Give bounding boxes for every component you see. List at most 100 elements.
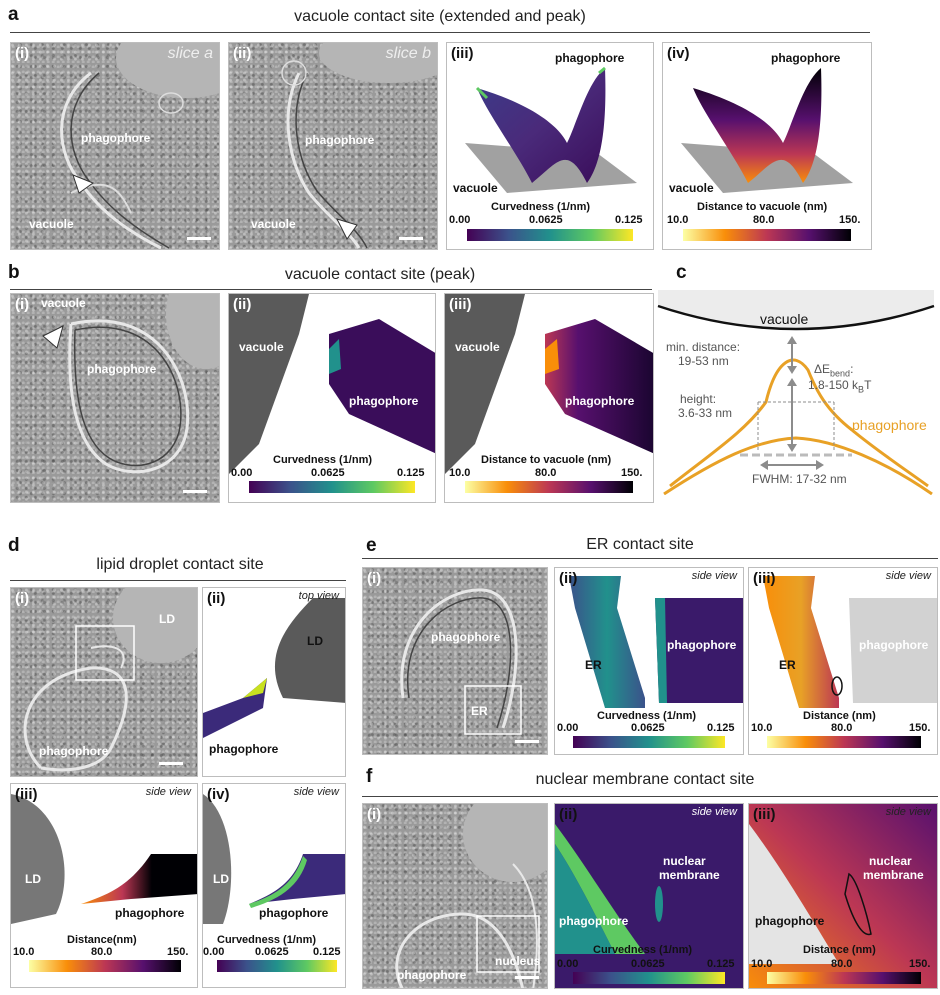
e-iii-render: [763, 576, 937, 708]
b-ii-phagophore: phagophore: [349, 394, 419, 408]
b-iii-tick-0: 10.0: [449, 467, 471, 479]
d-iv-colorbar: [217, 960, 337, 972]
f-ii-tick-2: 0.125: [707, 958, 735, 970]
b-ii-vacuole: vacuole: [239, 340, 284, 354]
b-ii-tick-1: 0.0625: [311, 467, 345, 479]
e-ii-label: (ii): [559, 570, 578, 587]
e-iii-cb-title: Distance (nm): [803, 710, 876, 722]
e-i-membranes: [400, 588, 522, 735]
b-i-label: (i): [15, 296, 30, 313]
b-i-scalebar: [183, 490, 207, 493]
panel-d-ii: (ii) top view LD phagophore: [202, 587, 346, 777]
d-iii-tick-0: 10.0: [13, 946, 35, 958]
panel-f-iii: (iii) side view nuclear membrane phagoph…: [748, 803, 938, 989]
a-i-label: (i): [15, 45, 30, 62]
a-iii-render: [465, 66, 637, 193]
d-i-membranes: [23, 588, 197, 772]
d-i-phagophore: phagophore: [39, 744, 109, 758]
a-iv-tick-1: 80.0: [753, 214, 775, 226]
d-iii-cb-title: Distance(nm): [67, 934, 137, 946]
f-iii-tick-2: 150.: [909, 958, 931, 970]
e-ii-phagophore: phagophore: [667, 638, 737, 652]
a-iii-tick-2: 0.125: [615, 214, 643, 226]
panel-f-letter: f: [366, 766, 373, 787]
f-ii-membrane: membrane: [659, 868, 720, 882]
panel-b-ii: (ii) vacuole phagophore Curvedness (1/nm…: [228, 293, 436, 503]
d-iv-view: side view: [293, 786, 339, 798]
panel-c-diagram: vacuole min. distance: 19-53 nm height: …: [656, 290, 936, 495]
panel-b-rule: [10, 289, 652, 290]
b-ii-cb-title: Curvedness (1/nm): [273, 454, 373, 466]
panel-e-ii: (ii) side view ER phagophore Curvedness …: [554, 567, 744, 755]
c-bend-range: 1.8-150 kBT: [808, 378, 871, 396]
c-bend-sub: bend: [830, 368, 851, 379]
panel-a-title: vacuole contact site (extended and peak): [294, 8, 586, 25]
e-iii-phagophore: phagophore: [859, 638, 929, 652]
f-i-scalebar: [515, 976, 539, 979]
e-iii-colorbar: [767, 736, 921, 748]
a-i-membranes: [60, 43, 219, 249]
a-i-scalebar: [187, 237, 211, 240]
f-ii-view: side view: [691, 806, 737, 818]
d-ii-label: (ii): [207, 590, 226, 607]
e-iii-tick-0: 10.0: [751, 722, 773, 734]
panel-e-title: ER contact site: [586, 536, 694, 553]
f-iii-cb-title: Distance (nm): [803, 944, 876, 956]
e-iii-er: ER: [779, 658, 796, 672]
panel-b-title: vacuole contact site (peak): [284, 266, 476, 283]
f-iii-tick-1: 80.0: [831, 958, 853, 970]
panel-f-rule: [362, 796, 938, 797]
b-ii-label: (ii): [233, 296, 252, 313]
panel-a-iii: (iii) phagophore vacuole Curvedness (1/n…: [446, 42, 654, 250]
c-bend-kb-sub: B: [858, 384, 865, 395]
f-iii-view: side view: [885, 806, 931, 818]
panel-f-ii: (ii) side view nuclear membrane phagopho…: [554, 803, 744, 989]
f-ii-render: [555, 804, 743, 988]
panel-f-i: (i) phagophore nucleus: [362, 803, 548, 989]
f-ii-cb-title: Curvedness (1/nm): [593, 944, 693, 956]
d-iii-label: (iii): [15, 786, 38, 803]
a-ii-label: (ii): [233, 45, 252, 62]
panel-d-i: (i) LD phagophore: [10, 587, 198, 777]
f-ii-tick-0: 0.00: [557, 958, 579, 970]
d-iv-tick-0: 0.00: [203, 946, 225, 958]
a-iv-vacuole: vacuole: [669, 181, 714, 195]
d-iii-view: side view: [145, 786, 191, 798]
f-ii-phagophore: phagophore: [559, 914, 629, 928]
b-i-membranes: [42, 294, 219, 474]
a-iii-label: (iii): [451, 45, 474, 62]
panel-b-i: (i) vacuole phagophore: [10, 293, 220, 503]
a-ii-scalebar: [399, 237, 423, 240]
f-iii-membrane: membrane: [863, 868, 924, 882]
panel-a-i: (i) slice a phagophore vacuole: [10, 42, 220, 250]
b-iii-label: (iii): [449, 296, 472, 313]
e-i-er: ER: [471, 704, 488, 718]
a-i-slice: slice a: [167, 45, 213, 62]
a-iv-tick-2: 150.: [839, 214, 861, 226]
panel-c-letter: c: [676, 262, 687, 283]
c-min-distance-value: 19-53 nm: [678, 354, 729, 368]
b-ii-colorbar: [249, 481, 415, 493]
b-iii-render: [445, 294, 653, 474]
f-i-membranes: [395, 804, 547, 988]
f-i-nucleus: nucleus: [495, 954, 541, 968]
c-bend-label: ΔE: [814, 362, 831, 376]
d-iv-ld: LD: [213, 872, 229, 886]
f-i-label: (i): [367, 806, 382, 823]
e-ii-tick-2: 0.125: [707, 722, 735, 734]
e-i-scalebar: [515, 740, 539, 743]
b-i-vacuole: vacuole: [41, 296, 86, 310]
a-iv-label: (iv): [667, 45, 690, 62]
panel-d-iii: (iii) side view LD phagophore Distance(n…: [10, 783, 198, 988]
d-iii-ld: LD: [25, 872, 41, 886]
a-iii-tick-0: 0.00: [449, 214, 471, 226]
a-iv-colorbar: [683, 229, 851, 241]
panel-d-iv: (iv) side view LD phagophore Curvedness …: [202, 783, 346, 988]
panel-b-iii: (iii) vacuole phagophore Distance to vac…: [444, 293, 654, 503]
b-iii-tick-1: 80.0: [535, 467, 557, 479]
panel-e-i: (i) phagophore ER: [362, 567, 548, 755]
c-phagophore: phagophore: [852, 417, 927, 433]
e-iii-tick-2: 150.: [909, 722, 931, 734]
a-iii-tick-1: 0.0625: [529, 214, 563, 226]
c-vacuole: vacuole: [760, 311, 809, 327]
